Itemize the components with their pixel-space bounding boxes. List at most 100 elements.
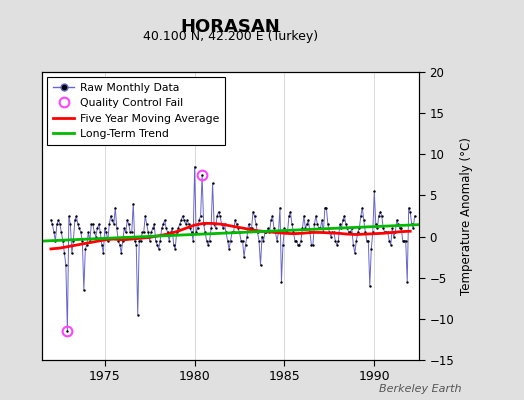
Point	[62, 262, 70, 268]
Point	[397, 225, 406, 232]
Point	[75, 225, 83, 232]
Point	[144, 229, 152, 236]
Point	[139, 229, 148, 236]
Point	[156, 238, 165, 244]
Point	[225, 246, 233, 252]
Point	[95, 221, 103, 228]
Point	[101, 225, 109, 232]
Point	[325, 229, 334, 236]
Point	[279, 242, 287, 248]
Point	[358, 204, 366, 211]
Point	[77, 229, 85, 236]
Point	[195, 217, 203, 223]
Point	[176, 221, 184, 228]
Point	[118, 238, 127, 244]
Point	[93, 225, 102, 232]
Point	[283, 229, 292, 236]
Point	[243, 233, 251, 240]
Point	[252, 221, 260, 228]
Point	[51, 238, 60, 244]
Point	[235, 229, 244, 236]
Point	[89, 221, 97, 228]
Point	[97, 242, 106, 248]
Point	[204, 242, 212, 248]
Point	[221, 221, 229, 228]
Point	[172, 229, 181, 236]
Point	[347, 225, 356, 232]
Point	[410, 213, 419, 219]
Point	[211, 225, 220, 232]
Point	[380, 229, 389, 236]
Point	[253, 229, 261, 236]
Point	[318, 217, 326, 223]
Point	[312, 213, 320, 219]
Point	[87, 221, 95, 228]
Point	[132, 242, 140, 248]
Point	[368, 229, 377, 236]
Point	[111, 204, 119, 211]
Point	[74, 221, 82, 228]
Point	[56, 221, 64, 228]
Point	[125, 221, 133, 228]
Point	[394, 221, 402, 228]
Point	[370, 188, 378, 194]
Point	[339, 217, 347, 223]
Point	[64, 213, 73, 219]
Point	[80, 287, 88, 293]
Point	[258, 233, 266, 240]
Point	[364, 238, 373, 244]
Point	[230, 229, 238, 236]
Point	[153, 242, 161, 248]
Point	[291, 238, 299, 244]
Point	[196, 213, 205, 219]
Point	[201, 229, 209, 236]
Point	[384, 229, 392, 236]
Point	[276, 204, 284, 211]
Point	[355, 225, 364, 232]
Point	[81, 246, 90, 252]
Point	[342, 221, 350, 228]
Point	[349, 242, 357, 248]
Point	[84, 229, 93, 236]
Point	[391, 229, 399, 236]
Point	[106, 213, 115, 219]
Point	[130, 238, 139, 244]
Point	[250, 213, 259, 219]
Point	[382, 229, 390, 236]
Point	[123, 217, 132, 223]
Point	[409, 225, 418, 232]
Point	[219, 225, 227, 232]
Point	[129, 200, 137, 207]
Point	[110, 221, 118, 228]
Point	[330, 229, 338, 236]
Point	[59, 238, 67, 244]
Point	[247, 225, 256, 232]
Point	[392, 217, 401, 223]
Point	[352, 238, 361, 244]
Point	[270, 225, 278, 232]
Point	[406, 209, 414, 215]
Point	[396, 225, 404, 232]
Point	[334, 238, 343, 244]
Point	[246, 225, 254, 232]
Point	[244, 221, 253, 228]
Point	[304, 217, 313, 223]
Point	[226, 238, 235, 244]
Point	[261, 229, 269, 236]
Point	[288, 221, 296, 228]
Point	[71, 217, 79, 223]
Point	[387, 242, 395, 248]
Point	[202, 238, 211, 244]
Point	[238, 238, 247, 244]
Point	[307, 242, 315, 248]
Point	[184, 221, 193, 228]
Point	[366, 283, 374, 289]
Point	[375, 213, 383, 219]
Point	[313, 221, 322, 228]
Point	[146, 238, 154, 244]
Point	[363, 238, 371, 244]
Point	[264, 225, 272, 232]
Point	[354, 229, 362, 236]
Point	[389, 233, 398, 240]
Point	[209, 180, 217, 186]
